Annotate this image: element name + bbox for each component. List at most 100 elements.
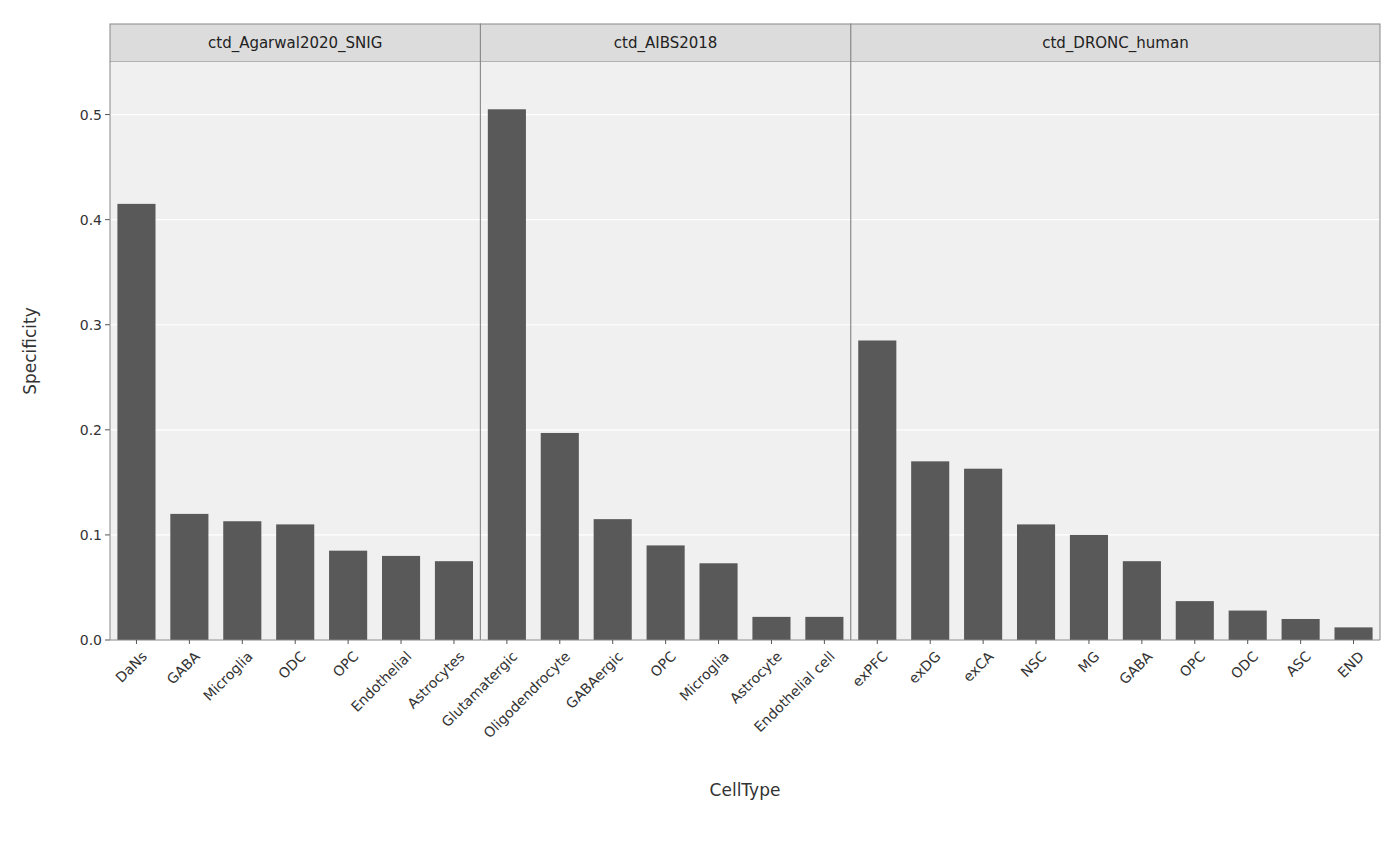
y-tick-label: 0.5 <box>80 107 102 123</box>
y-tick-label: 0.4 <box>80 212 102 228</box>
x-tick <box>877 640 878 644</box>
y-tick <box>105 114 110 115</box>
x-tick <box>295 640 296 644</box>
axis-line <box>480 62 481 640</box>
bar <box>1229 611 1267 640</box>
x-tick-label: ODC <box>1228 648 1262 682</box>
grid-line <box>480 219 850 220</box>
grid-line <box>110 114 480 115</box>
grid-line <box>851 324 1380 325</box>
x-tick-label: ASC <box>1283 648 1314 679</box>
x-tick <box>348 640 349 644</box>
bar <box>858 340 896 640</box>
x-tick <box>983 640 984 644</box>
axis-line <box>1380 62 1381 640</box>
y-tick <box>105 324 110 325</box>
grid-line <box>851 429 1380 430</box>
plot-area <box>110 62 480 640</box>
panel: ctd_AIBS2018GlutamatergicOligodendrocyte… <box>438 24 850 741</box>
x-tick <box>1194 640 1195 644</box>
grid-line <box>480 324 850 325</box>
panel-header <box>480 24 850 62</box>
plot-area <box>851 62 1380 640</box>
x-tick <box>559 640 560 644</box>
bar <box>435 561 473 640</box>
bars <box>858 340 1372 640</box>
panel-title: ctd_AIBS2018 <box>614 34 718 53</box>
x-tick <box>401 640 402 644</box>
x-tick-label: Microglia <box>676 648 732 704</box>
bar <box>1070 535 1108 640</box>
bar <box>276 524 314 640</box>
x-tick <box>1247 640 1248 644</box>
x-tick-label: OPC <box>330 648 362 680</box>
grid-line <box>480 114 850 115</box>
bar <box>1176 601 1214 640</box>
y-tick-label: 0.0 <box>80 632 102 648</box>
y-tick-label: 0.2 <box>80 422 102 438</box>
panel-title: ctd_DRONC_human <box>1042 34 1188 53</box>
x-tick-label: ODC <box>275 648 309 682</box>
x-tick <box>136 640 137 644</box>
axis-line <box>850 62 851 640</box>
x-tick-label: NSC <box>1018 648 1050 680</box>
y-axis-label: Specificity <box>20 307 40 395</box>
grid-line <box>851 114 1380 115</box>
panel: ctd_DRONC_humanexPFCexDGexCANSCMGGABAOPC… <box>849 24 1380 690</box>
bar <box>1282 619 1320 640</box>
bar <box>911 461 949 640</box>
x-axis-label: CellType <box>710 780 781 800</box>
x-tick-label: GABA <box>1116 648 1156 688</box>
x-tick <box>453 640 454 644</box>
grid-line <box>110 429 480 430</box>
y-tick <box>105 219 110 220</box>
y-tick <box>105 534 110 535</box>
bar <box>647 545 685 640</box>
bar <box>594 519 632 640</box>
y-tick <box>105 640 110 641</box>
x-tick <box>189 640 190 644</box>
panel-header <box>110 24 480 62</box>
x-tick <box>665 640 666 644</box>
bars <box>488 109 844 640</box>
bar <box>699 563 737 640</box>
x-tick-label: DaNs <box>112 648 150 686</box>
panel: ctd_Agarwal2020_SNIG 0.0 0.1 0.2 0.3 0.4 0.5 Da… <box>80 24 481 715</box>
y-tick-label: 0.3 <box>80 317 102 333</box>
grid-line <box>110 324 480 325</box>
bar <box>488 109 526 640</box>
x-tick <box>771 640 772 644</box>
x-tick-label: Endothelial <box>348 648 415 715</box>
x-tick-label: exPFC <box>849 648 891 690</box>
x-tick-label: END <box>1334 648 1367 681</box>
x-tick <box>612 640 613 644</box>
x-tick <box>1141 640 1142 644</box>
bar <box>117 204 155 640</box>
bar <box>964 469 1002 640</box>
x-tick-label: Endothelial cell <box>751 648 838 735</box>
x-tick <box>1036 640 1037 644</box>
grid-line <box>851 219 1380 220</box>
bar <box>170 514 208 640</box>
x-tick-label: Microglia <box>200 648 256 704</box>
axis-line <box>850 62 851 640</box>
x-tick <box>1300 640 1301 644</box>
grid-line <box>480 534 850 535</box>
x-tick-label: MG <box>1075 648 1103 676</box>
x-tick <box>718 640 719 644</box>
axis-line <box>110 62 111 640</box>
y-tick-label: 0.1 <box>80 527 102 543</box>
bar <box>752 617 790 640</box>
x-tick <box>1353 640 1354 644</box>
bar <box>805 617 843 640</box>
bar <box>541 433 579 640</box>
bars <box>117 204 473 640</box>
bar <box>1123 561 1161 640</box>
x-tick <box>1088 640 1089 644</box>
x-tick-label: exCA <box>960 648 997 685</box>
axis-line <box>480 62 481 640</box>
grid-line <box>110 219 480 220</box>
panel-title: ctd_Agarwal2020_SNIG <box>208 34 382 53</box>
plot-area <box>480 62 850 640</box>
x-tick-label: GABAergic <box>563 648 627 712</box>
